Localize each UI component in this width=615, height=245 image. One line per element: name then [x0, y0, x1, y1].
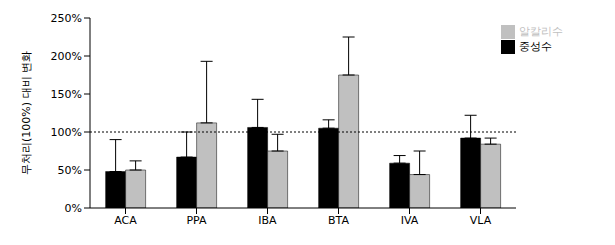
svg-text:250%: 250%: [51, 12, 82, 25]
svg-text:IVA: IVA: [401, 214, 419, 227]
html-text:알칼리수: 알칼리수: [519, 25, 563, 38]
svg-text:무처리(100%) 대비 변화: 무처리(100%) 대비 변화: [20, 51, 33, 175]
svg-text:200%: 200%: [51, 50, 82, 63]
svg-text:ACA: ACA: [114, 214, 137, 227]
svg-text:150%: 150%: [51, 88, 82, 101]
svg-text:IBA: IBA: [258, 214, 277, 227]
svg-text:VLA: VLA: [470, 214, 492, 227]
svg-text:PPA: PPA: [186, 214, 207, 227]
svg-text:100%: 100%: [51, 126, 82, 139]
html-text:중성수: 중성수: [519, 40, 552, 53]
svg-text:50%: 50%: [58, 164, 82, 177]
svg-text:BTA: BTA: [328, 214, 349, 227]
svg-text:0%: 0%: [65, 202, 82, 215]
